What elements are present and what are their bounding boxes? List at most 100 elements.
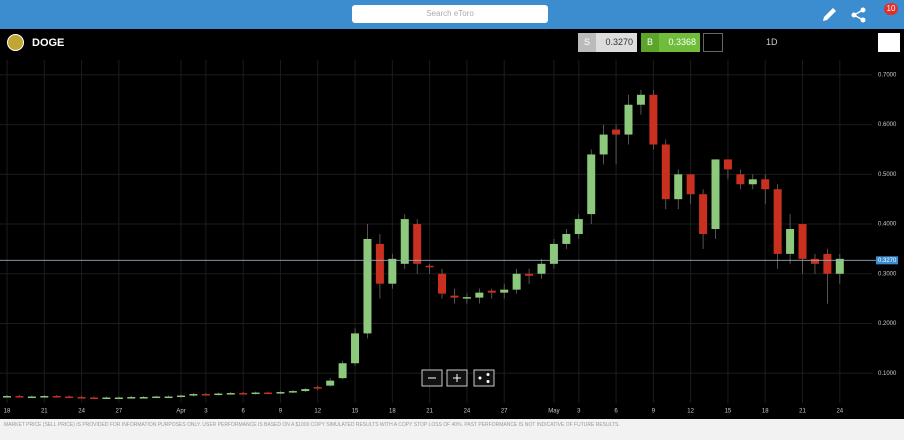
candle-body [77,397,86,399]
price-tag [876,256,898,265]
candle-body [15,396,24,398]
candle-body [114,397,123,400]
candle-body [189,394,198,396]
y-tick-label: 0.7000 [878,72,897,78]
notification-badge[interactable]: 10 [884,3,898,15]
y-tick-label: 0.5000 [878,172,897,178]
candle-body [661,144,670,200]
share-icon[interactable] [850,6,868,24]
candle-body [475,292,484,298]
candle-body [301,389,310,392]
coin-icon [7,34,24,51]
chart-share[interactable] [473,369,495,387]
fullscreen-button[interactable] [878,33,900,52]
sell-button[interactable]: S 0.3270 [578,33,637,52]
candle-body [102,397,111,400]
candle-body [736,174,745,185]
candle-body [462,297,471,299]
candle-body [500,289,509,293]
candle-body [723,159,732,170]
candle-body [562,233,571,244]
candle-body [786,229,795,254]
zoom-controls [421,369,495,387]
search-box[interactable]: Search eToro [352,5,548,23]
buy-button[interactable]: B 0.3368 [641,33,700,52]
candle-body [313,387,322,389]
candle-body [525,273,534,276]
buy-label: B [641,33,659,52]
x-tick-label: May [548,409,559,415]
candle-body [363,238,372,334]
x-tick-label: Apr [176,409,185,415]
candle-body [164,396,173,399]
candle-body [674,174,683,200]
candle-body [276,392,285,394]
symbol: DOGE [32,37,65,49]
candle-body [3,396,11,398]
price-tag-label: 0.3270 [878,258,897,264]
candle-body [239,393,248,395]
candle-body [537,263,546,274]
candle-body [512,273,521,290]
x-tick-label: 6 [614,409,618,415]
candle-body [177,395,186,398]
candle-body [686,174,695,195]
candle-body [27,396,36,399]
disclaimer: MARKET PRICE (SELL PRICE) IS PROVIDED FO… [0,419,904,440]
candle-body [226,393,235,395]
candle-body [612,129,621,135]
candle-body [90,397,99,400]
candle-body [388,258,397,284]
crosshair-button[interactable] [703,33,723,52]
candle-body [835,258,844,274]
y-tick-label: 0.6000 [878,122,897,128]
candle-body [549,243,558,264]
candle-body [599,134,608,155]
y-tick-label: 0.4000 [878,222,897,228]
candle-body [413,224,422,264]
toolbar: DOGE S 0.3270 B 0.3368 1D [0,29,904,56]
x-tick-label: 15 [725,409,732,415]
candle-body [400,219,409,264]
candle-body [574,219,583,234]
candle-body [711,159,720,230]
candle-body [127,397,136,399]
candle-body [40,396,49,398]
candle-body [810,258,819,264]
candle-body [351,333,360,364]
candle-body [699,194,708,234]
x-tick-label: 24 [836,409,843,415]
x-tick-label: 6 [241,409,245,415]
x-tick-label: 3 [204,409,208,415]
candle-body [798,224,807,259]
timeframe[interactable]: 1D [766,37,778,47]
x-tick-label: 24 [78,409,85,415]
candle-body [636,94,645,105]
candle-body [214,393,223,396]
candle-body [587,154,596,215]
x-tick-label: 21 [426,409,433,415]
candle-body [375,243,384,284]
x-tick-label: 9 [652,409,656,415]
candle-body [288,391,297,393]
y-tick-label: 0.2000 [878,321,897,327]
candle-body [748,179,757,185]
y-tick-label: 0.1000 [878,371,897,377]
x-tick-label: 18 [762,409,769,415]
chart-background [0,57,904,419]
candle-body [773,189,782,254]
candle-body [450,295,459,298]
candle-body [338,363,347,379]
x-tick-label: 12 [687,409,694,415]
chart: 0.1000 0.2000 0.3000 0.4000 0.5000 0.6000 0.70… [0,57,904,419]
candle-body [761,179,770,190]
candle-body [201,394,210,396]
y-tick-label: 0.3000 [878,271,897,277]
x-tick-label: 27 [501,409,508,415]
candle-body [52,396,61,398]
x-tick-label: 15 [352,409,359,415]
candle-body [438,273,447,294]
edit-icon[interactable] [820,6,838,24]
x-tick-label: 21 [41,409,48,415]
